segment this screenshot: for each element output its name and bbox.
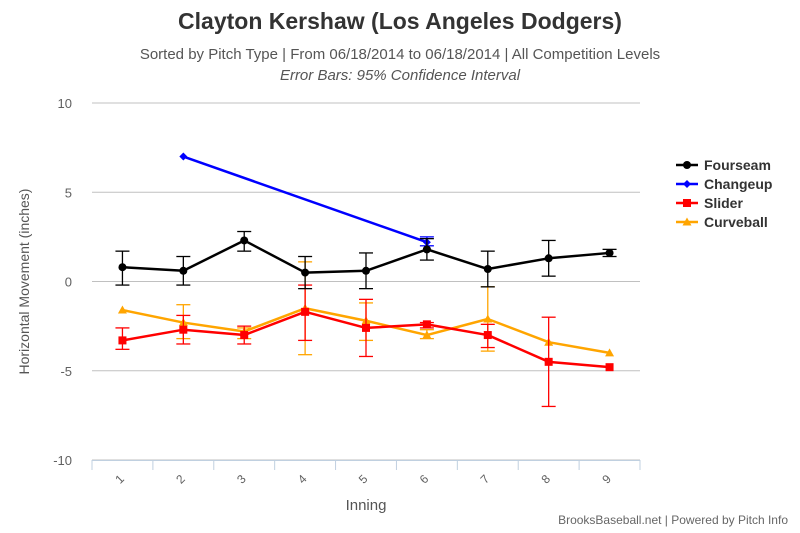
x-tick-label: 8 [539, 472, 554, 487]
slider-point [483, 331, 492, 340]
credits-link[interactable]: BrooksBaseball.net | Powered by Pitch In… [558, 513, 788, 527]
fourseam-point [422, 245, 431, 254]
x-tick-label: 2 [173, 472, 188, 487]
slider-point [422, 320, 431, 329]
legend-curveball-label: Curveball [704, 214, 768, 230]
slider-point [179, 325, 188, 334]
x-tick-label: 5 [356, 472, 371, 487]
fourseam-point [362, 266, 370, 275]
slider-point [605, 363, 614, 372]
x-tick-label: 4 [295, 472, 310, 487]
legend-curveball-marker [682, 217, 692, 226]
x-tick-label: 7 [478, 472, 493, 487]
chart-title: Clayton Kershaw (Los Angeles Dodgers) [178, 8, 622, 34]
legend-fourseam-marker [683, 161, 691, 169]
curveball-point [605, 348, 615, 357]
y-tick-label: 10 [58, 96, 72, 111]
curveball-point [117, 305, 127, 314]
fourseam-point [179, 266, 188, 275]
fourseam-point [301, 268, 310, 277]
x-tick-label: 1 [112, 472, 127, 487]
curveball-point [422, 330, 432, 339]
fourseam-point [240, 236, 249, 245]
changeup-series-line [182, 155, 428, 244]
chart-subtitle: Sorted by Pitch Type | From 06/18/2014 t… [139, 46, 661, 63]
fourseam-point [544, 254, 553, 263]
x-axis-title: Inning [346, 497, 387, 514]
y-tick-label: 5 [65, 185, 72, 200]
slider-point [301, 307, 310, 316]
fourseam-point [118, 263, 127, 272]
fourseam-point [483, 265, 492, 274]
y-tick-label: -10 [53, 453, 72, 468]
x-tick-label: 9 [599, 472, 614, 487]
x-tick-label: 3 [234, 472, 249, 487]
y-tick-label: 0 [65, 275, 72, 290]
legend-fourseam-label: Fourseam [704, 157, 771, 173]
slider-point [240, 331, 249, 340]
legend-changeup-label: Changeup [704, 176, 772, 192]
slider-point [362, 323, 370, 332]
slider-point [118, 336, 127, 345]
fourseam-point [605, 248, 614, 257]
legend-slider-label: Slider [704, 195, 743, 211]
slider-point [544, 357, 553, 366]
legend-changeup-marker [683, 180, 691, 188]
y-axis-title: Horizontal Movement (inches) [16, 189, 32, 375]
legend-slider-marker [683, 199, 691, 207]
chart-note: Error Bars: 95% Confidence Interval [279, 67, 521, 84]
changeup-point [179, 152, 188, 161]
y-tick-label: -5 [60, 364, 72, 379]
x-tick-label: 6 [417, 472, 432, 487]
curveball-point [483, 314, 493, 323]
